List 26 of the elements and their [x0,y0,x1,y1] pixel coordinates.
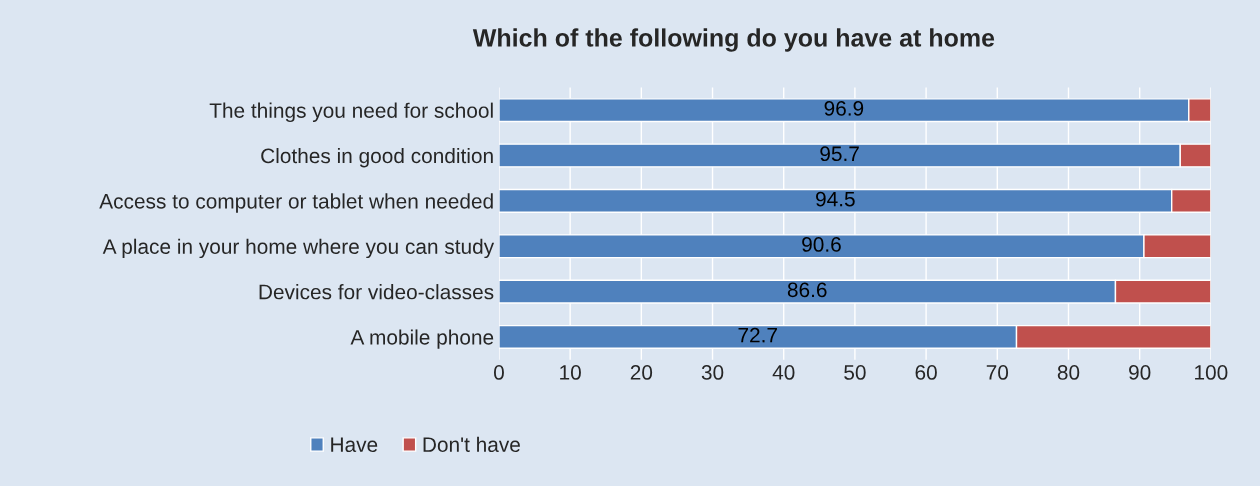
x-tick-label: 50 [844,365,866,380]
y-tick-label: The things you need for school [209,102,493,123]
x-tick-label: 80 [1057,365,1080,380]
y-tick-label: Access to computer or tablet when needed [99,193,493,213]
x-tick-label: 40 [772,365,795,380]
y-tick-label: Clothes in good condition [261,147,493,168]
x-tick-label: 60 [915,365,937,380]
x-tick-label: 30 [701,365,724,380]
data-label: 72.7 [738,327,777,343]
x-tick-label: 100 [1195,365,1228,380]
y-tick-label: A place in your home where you can study [102,238,495,259]
data-label: 90.6 [802,237,841,252]
chart-title: Which of the following do you have at home [472,28,995,52]
x-tick-label: 10 [560,365,581,380]
legend-label: Don't have [423,436,520,453]
x-tick-label: 90 [1129,365,1151,380]
data-label: 86.6 [787,282,827,298]
legend-label: Have [331,437,378,453]
y-tick-label: Devices for video-classes [259,284,494,300]
data-label: 95.7 [820,146,859,162]
data-label: 96.9 [824,101,864,116]
data-label: 94.5 [816,191,855,207]
x-tick-label: 0 [493,365,504,380]
x-tick-label: 70 [986,365,1009,380]
y-tick-label: A mobile phone [350,329,494,349]
x-tick-label: 20 [630,365,653,380]
